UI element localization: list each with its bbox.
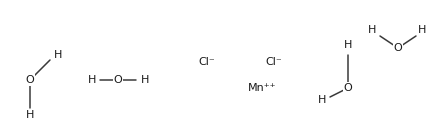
Text: H: H [141,75,149,85]
Text: H: H [54,50,62,60]
Text: Cl⁻: Cl⁻ [198,57,215,67]
Text: Mn⁺⁺: Mn⁺⁺ [248,83,276,93]
Text: H: H [418,25,426,35]
Text: H: H [88,75,96,85]
Text: O: O [114,75,123,85]
Text: O: O [26,75,34,85]
Text: O: O [344,83,352,93]
Text: H: H [318,95,326,105]
Text: O: O [393,43,402,53]
Text: H: H [26,110,34,120]
Text: H: H [368,25,376,35]
Text: H: H [344,40,352,50]
Text: Cl⁻: Cl⁻ [265,57,282,67]
